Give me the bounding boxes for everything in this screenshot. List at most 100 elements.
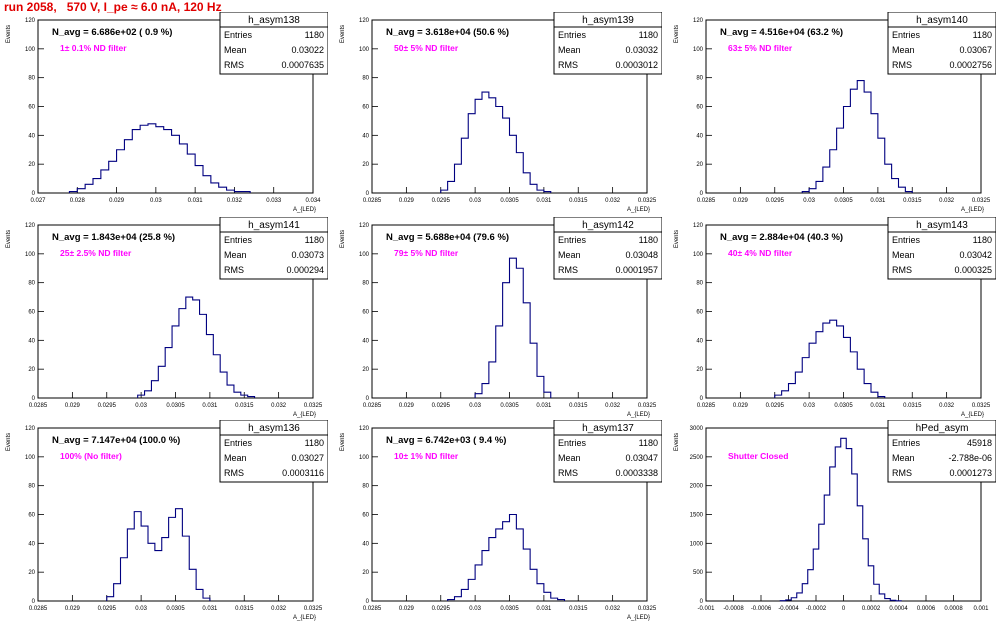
histogram-bin <box>206 335 213 398</box>
stats-value: 1180 <box>305 438 324 448</box>
x-tick-label: 0.032 <box>605 403 621 409</box>
stats-value: -2.788e-06 <box>948 453 992 463</box>
stats-key: Mean <box>892 45 915 55</box>
histogram-bin <box>782 391 789 398</box>
stats-key: Mean <box>892 250 915 260</box>
histogram-bin <box>864 92 871 193</box>
x-tick-label: 0.032 <box>271 606 287 612</box>
x-tick-label: 0.0305 <box>166 403 185 409</box>
stats-key: Mean <box>558 250 581 260</box>
histogram-bin <box>468 579 475 601</box>
stats-value: 0.03022 <box>291 45 324 55</box>
histogram-name: hPed_asym <box>916 423 969 434</box>
filter-label: 40± 4% ND filter <box>728 248 793 258</box>
stats-value: 1180 <box>305 30 324 40</box>
histogram-bin <box>482 384 489 398</box>
y-tick-label: 2500 <box>690 455 704 461</box>
x-tick-label: 0.0295 <box>766 403 785 409</box>
histogram-name: h_asym138 <box>248 15 300 26</box>
histogram-bin <box>195 166 203 193</box>
x-tick-label: 0.0008 <box>944 606 963 612</box>
histogram-bin <box>489 362 496 398</box>
y-tick-label: 120 <box>25 426 36 432</box>
x-tick-label: 0.031 <box>536 403 552 409</box>
y-tick-label: 20 <box>28 570 35 576</box>
histogram-bin <box>213 355 220 398</box>
stats-value: 0.0007635 <box>281 60 324 70</box>
histogram-bin <box>107 597 114 601</box>
x-tick-label: 0.0295 <box>432 198 451 204</box>
x-tick-label: 0.03 <box>150 198 162 204</box>
histogram-bin <box>468 114 475 193</box>
histogram-bin <box>179 309 186 398</box>
y-axis-label: Events <box>340 433 346 451</box>
stats-key: RMS <box>224 60 244 70</box>
y-tick-label: 60 <box>28 105 35 111</box>
navg-label: N_avg = 7.147e+04 (100.0 %) <box>52 435 180 446</box>
stats-value: 1180 <box>639 30 658 40</box>
navg-label: N_avg = 2.884e+04 (40.3 %) <box>720 232 843 243</box>
stats-key: Entries <box>892 30 921 40</box>
histogram-bin <box>879 594 885 601</box>
histogram-bin <box>448 181 455 193</box>
x-tick-label: 0.03 <box>469 403 481 409</box>
y-tick-label: 0 <box>32 599 36 605</box>
stats-key: Entries <box>892 235 921 245</box>
filter-label: 63± 5% ND filter <box>728 43 793 53</box>
histogram-bin <box>791 598 797 601</box>
y-tick-label: 120 <box>359 426 370 432</box>
histogram-bin <box>516 153 523 193</box>
histogram-bin <box>808 570 814 601</box>
histogram-bin <box>537 376 544 398</box>
stats-key: RMS <box>558 60 578 70</box>
histogram-bin <box>551 598 558 601</box>
histogram-bin <box>878 138 885 193</box>
y-tick-label: 20 <box>362 570 369 576</box>
histogram-bin <box>558 600 565 601</box>
histogram-bin <box>117 150 125 193</box>
histogram-bin <box>234 192 242 193</box>
histogram-bin <box>813 549 819 601</box>
stats-key: Entries <box>224 235 253 245</box>
histogram-bin <box>85 184 93 193</box>
y-tick-label: 20 <box>28 367 35 373</box>
y-tick-label: 60 <box>696 310 703 316</box>
histogram-name: h_asym142 <box>582 220 634 231</box>
histogram-bin <box>885 164 892 193</box>
histogram-bin <box>169 517 176 601</box>
histogram-bin <box>496 107 503 194</box>
histogram-bin <box>132 130 140 193</box>
y-tick-label: 80 <box>28 76 35 82</box>
x-tick-label: 0.0315 <box>903 198 922 204</box>
x-tick-label: 0.031 <box>202 606 218 612</box>
histogram-bin <box>544 392 551 398</box>
histogram-bin <box>93 179 101 193</box>
x-tick-label: 0.0315 <box>569 606 588 612</box>
histogram-bin <box>775 395 782 398</box>
histogram-bin <box>234 392 241 398</box>
y-tick-label: 1500 <box>690 513 704 519</box>
histogram-bin <box>141 526 148 601</box>
stats-value: 1180 <box>973 30 992 40</box>
y-tick-label: 500 <box>693 570 704 576</box>
x-tick-label: 0.03 <box>803 198 815 204</box>
histogram-bin <box>809 189 816 193</box>
histogram-bin <box>461 589 468 601</box>
y-tick-label: 60 <box>362 310 369 316</box>
x-tick-label: -0.0008 <box>723 606 744 612</box>
navg-label: N_avg = 5.688e+04 (79.6 %) <box>386 232 509 243</box>
x-tick-label: 0.001 <box>973 606 989 612</box>
histogram-bin <box>537 584 544 601</box>
x-tick-label: 0.03 <box>803 403 815 409</box>
y-tick-label: 1000 <box>690 541 704 547</box>
histogram-bin <box>830 320 837 398</box>
y-axis-label: Events <box>6 433 12 451</box>
x-tick-label: 0.0305 <box>500 403 519 409</box>
histogram-bin <box>837 326 844 398</box>
x-tick-label: 0.031 <box>536 606 552 612</box>
x-tick-label: 0.032 <box>271 403 287 409</box>
